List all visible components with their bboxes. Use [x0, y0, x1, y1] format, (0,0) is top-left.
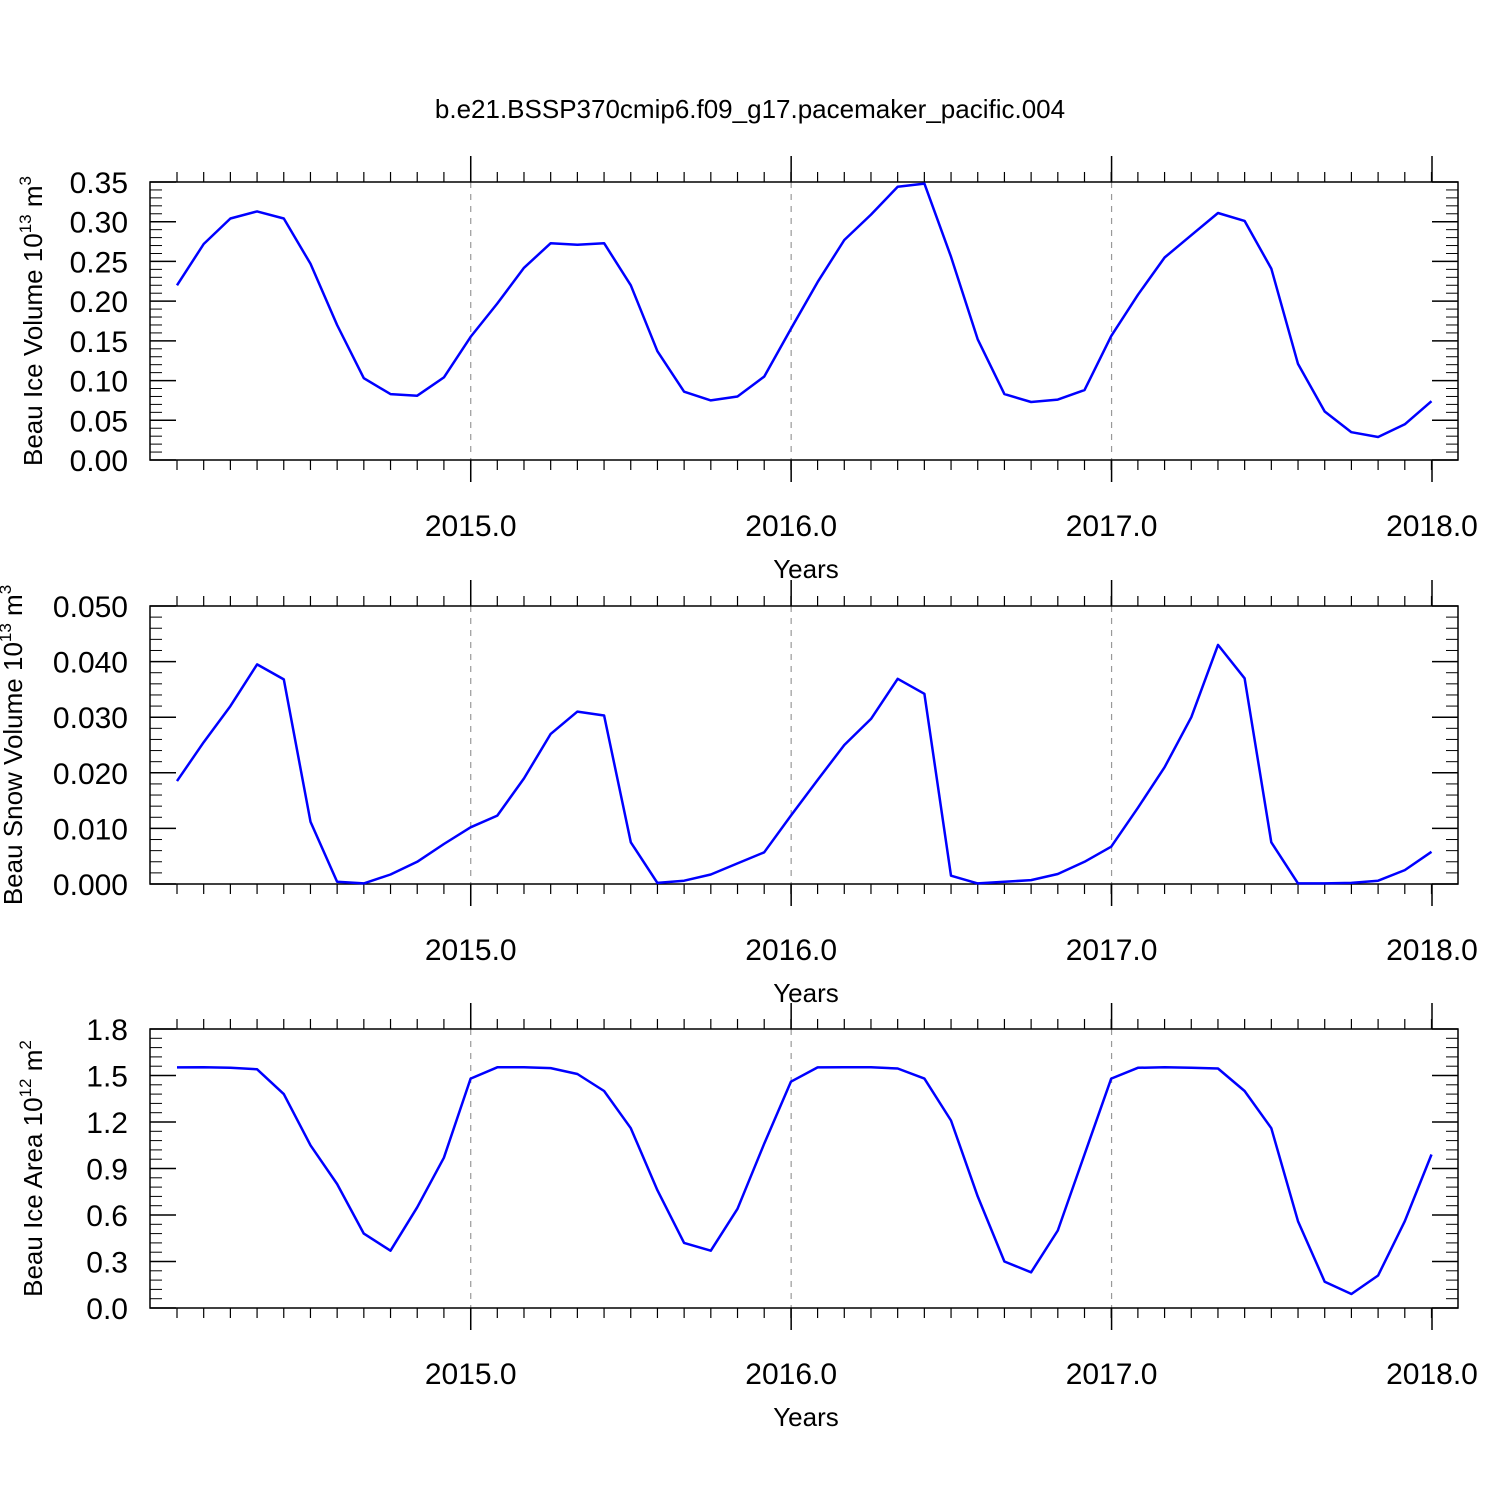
chart-panel-1: 2015.0 2016.0 2017.0 2018.0 0.00 0.05 0.10 0.15… [16, 156, 1478, 584]
y-tick-label: 0.040 [53, 647, 128, 680]
y-axis-label: Beau Ice Area 1012 m2 [16, 1040, 48, 1297]
y-tick-label: 1.2 [86, 1107, 128, 1140]
y-tick-label: 0.050 [53, 591, 128, 624]
y-axis-label-unit-exponent: 3 [0, 585, 15, 594]
y-tick-label: 1.8 [86, 1014, 128, 1047]
x-axis-label: Years [773, 1402, 839, 1432]
chart-panel-3: 2015.0 2016.0 2017.0 2018.0 0.0 0.3 0.6 0.9 1.2 1… [16, 1003, 1478, 1432]
y-tick-label: 0.00 [70, 445, 128, 478]
y-tick-label: 0.10 [70, 366, 128, 399]
y-tick-label: 1.5 [86, 1061, 128, 1094]
y-axis-label-exponent: 12 [16, 1078, 35, 1097]
plot-frame [149, 181, 1459, 461]
y-tick-label: 0.010 [53, 813, 128, 846]
y-axis-label-unit: m [0, 594, 28, 623]
x-tick-label: 2016.0 [745, 934, 837, 967]
chart-panel-2: 2015.0 2016.0 2017.0 2018.0 0.000 0.010 0.020 0… [0, 580, 1478, 1008]
x-axis-label: Years [773, 978, 839, 1008]
y-tick-label: 0.9 [86, 1154, 128, 1187]
y-axis-label-text: Beau Snow Volume 10 [0, 642, 28, 905]
y-tick-label: 0.20 [70, 286, 128, 319]
y-axis-label: Beau Ice Volume 1013 m3 [16, 176, 48, 466]
x-tick-label: 2018.0 [1386, 510, 1478, 543]
x-tick-label: 2018.0 [1386, 1358, 1478, 1391]
y-tick-label: 0.3 [86, 1247, 128, 1280]
y-axis-label-unit-exponent: 2 [16, 1040, 35, 1049]
y-axis-label-unit: m [18, 1050, 48, 1079]
x-tick-label: 2015.0 [425, 1358, 517, 1391]
y-tick-label: 0.020 [53, 758, 128, 791]
chart-panels: 2015.0 2016.0 2017.0 2018.0 0.00 0.05 0.10 0.15… [0, 156, 1478, 1432]
series-line [175, 643, 1433, 885]
plot-frame [149, 605, 1459, 885]
y-axis-label-unit: m [18, 185, 48, 214]
y-axis-label-text: Beau Ice Volume 10 [18, 233, 48, 466]
y-tick-label: 0.15 [70, 326, 128, 359]
x-tick-label: 2016.0 [745, 1358, 837, 1391]
x-tick-label: 2017.0 [1066, 934, 1158, 967]
series-line [176, 1066, 1433, 1296]
y-axis-label-exponent: 13 [0, 623, 15, 642]
x-tick-label: 2018.0 [1386, 934, 1478, 967]
y-axis-label-unit-exponent: 3 [16, 176, 35, 185]
y-tick-label: 0.30 [70, 207, 128, 240]
y-tick-label: 0.25 [70, 246, 128, 279]
y-tick-label: 0.000 [53, 869, 128, 902]
x-tick-label: 2016.0 [745, 510, 837, 543]
y-tick-label: 0.6 [86, 1200, 128, 1233]
figure-title: b.e21.BSSP370cmip6.f09_g17.pacemaker_pac… [435, 94, 1065, 124]
y-tick-label: 0.35 [70, 167, 128, 200]
x-axis-label: Years [773, 554, 839, 584]
y-tick-label: 0.05 [70, 405, 128, 438]
y-axis-label: Beau Snow Volume 1013 m3 [0, 585, 28, 905]
series-line [175, 182, 1433, 439]
y-tick-label: 0.0 [86, 1293, 128, 1326]
x-tick-label: 2015.0 [425, 934, 517, 967]
y-axis-label-exponent: 13 [16, 214, 35, 233]
x-tick-label: 2017.0 [1066, 510, 1158, 543]
x-tick-label: 2017.0 [1066, 1358, 1158, 1391]
y-axis-label-text: Beau Ice Area 10 [18, 1097, 48, 1296]
y-tick-label: 0.030 [53, 702, 128, 735]
x-tick-label: 2015.0 [425, 510, 517, 543]
